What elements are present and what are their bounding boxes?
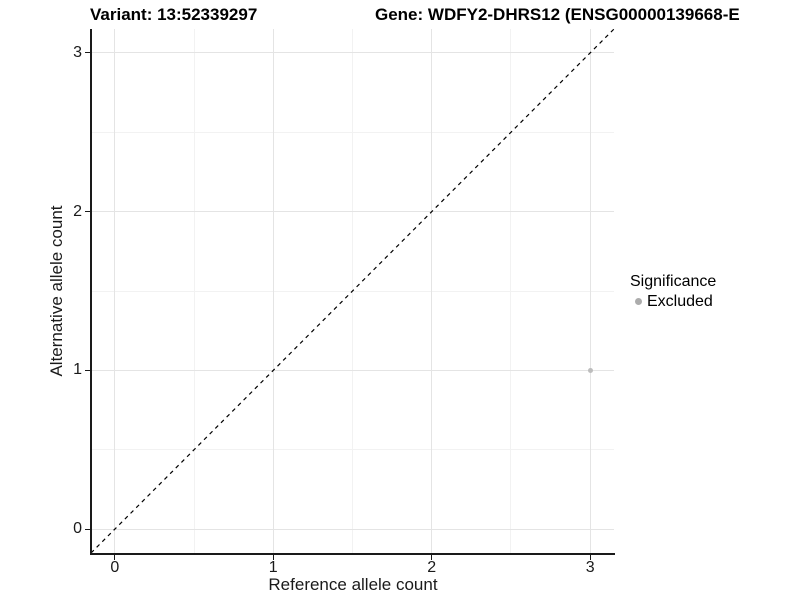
legend: Significance Excluded	[630, 272, 716, 311]
x-tick-label: 3	[585, 559, 595, 576]
y-tick-label: 3	[73, 43, 82, 61]
y-tick-label: 2	[73, 202, 82, 220]
x-axis-title: Reference allele count	[268, 575, 438, 594]
x-tick-mark	[114, 554, 116, 560]
major-gridline-y	[91, 52, 614, 54]
y-tick-mark	[85, 528, 90, 530]
minor-gridline-y	[91, 131, 614, 133]
identity-dashed-line	[90, 28, 615, 554]
major-gridline-y	[91, 369, 614, 371]
major-gridline-x	[114, 29, 116, 553]
x-axis-line	[90, 553, 615, 555]
y-axis-line	[90, 29, 92, 555]
y-tick-label: 0	[73, 520, 82, 538]
variant-title: Variant: 13:52339297	[90, 5, 258, 24]
data-point	[587, 367, 593, 373]
x-tick-mark	[431, 554, 433, 560]
major-gridline-y	[91, 528, 614, 530]
legend-title: Significance	[630, 273, 717, 290]
x-tick-label: 2	[427, 559, 437, 576]
gene-title: Gene: WDFY2-DHRS12 (ENSG00000139668-E	[375, 5, 740, 24]
x-tick-mark	[272, 554, 274, 560]
identity-line-layer	[90, 28, 615, 554]
major-gridline-x	[589, 29, 591, 553]
plot-panel	[90, 28, 615, 554]
legend-entry-label: Excluded	[647, 293, 713, 310]
x-tick-label: 1	[268, 559, 278, 576]
y-tick-mark	[85, 211, 90, 213]
y-axis-title: Alternative allele count	[47, 205, 66, 377]
major-gridline-y	[91, 211, 614, 213]
y-tick-mark	[85, 369, 90, 371]
major-gridline-x	[272, 29, 274, 553]
x-tick-label: 0	[110, 559, 120, 576]
minor-gridline-y	[91, 449, 614, 451]
x-tick-mark	[589, 554, 591, 560]
major-gridline-x	[431, 29, 433, 553]
legend-key-dot	[635, 298, 642, 305]
legend-entries: Excluded	[630, 292, 716, 311]
legend-entry: Excluded	[630, 292, 716, 311]
y-tick-label: 1	[73, 361, 82, 379]
y-tick-mark	[85, 52, 90, 54]
